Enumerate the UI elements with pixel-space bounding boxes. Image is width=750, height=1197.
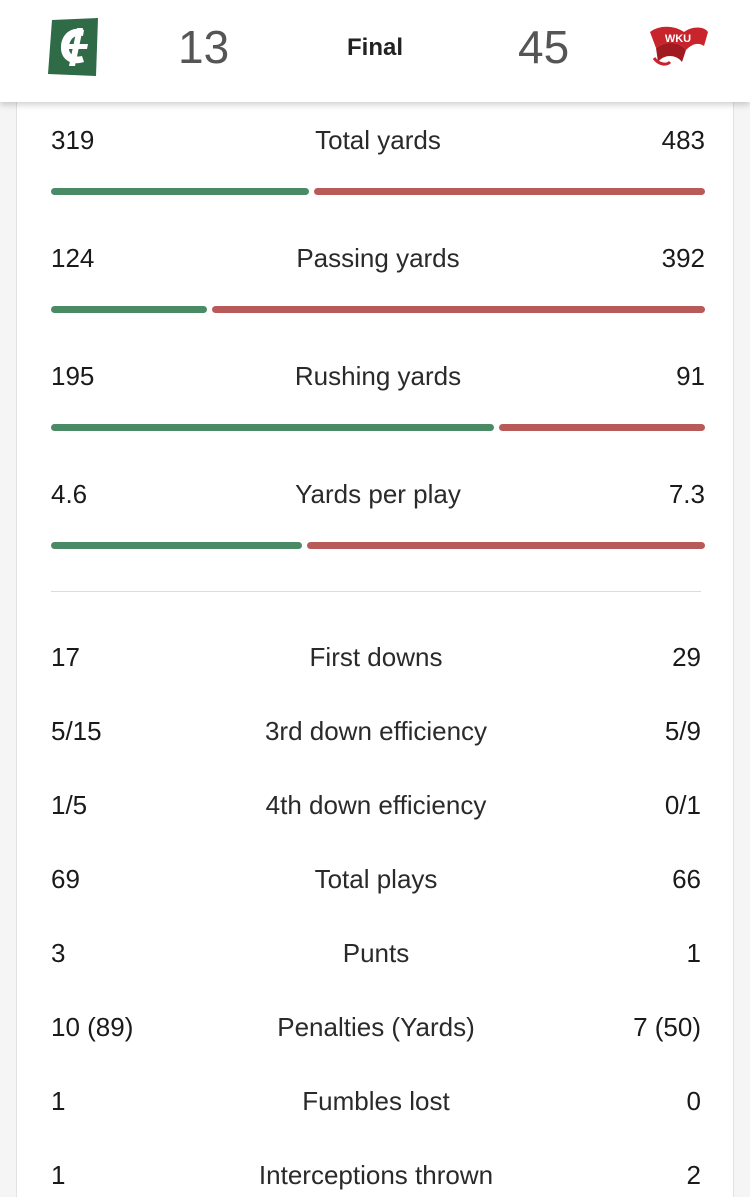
home-value: 5/15 <box>51 716 102 746</box>
scoreboard-header: 13 Final 45 WKU <box>0 0 750 102</box>
away-value: 2 <box>686 1160 701 1190</box>
away-score: 45 <box>518 21 570 73</box>
away-value: 483 <box>661 125 705 155</box>
home-value: 1 <box>51 1086 66 1116</box>
svg-text:WKU: WKU <box>665 33 691 45</box>
away-bar <box>212 306 705 313</box>
away-value: 29 <box>672 642 701 672</box>
stat-label: Fumbles lost <box>302 1086 450 1116</box>
home-value: 1 <box>51 1160 66 1190</box>
home-bar <box>51 188 309 195</box>
home-value: 10 (89) <box>51 1012 134 1042</box>
stat-row: 69 Total plays 66 <box>51 859 701 899</box>
home-value: 195 <box>51 361 95 391</box>
stat-row: 10 (89) Penalties (Yards) 7 (50) <box>51 1007 701 1047</box>
wku-logo[interactable]: WKU <box>646 22 712 70</box>
stat-label: Passing yards <box>296 243 460 273</box>
section-divider <box>51 591 701 592</box>
away-value: 66 <box>672 864 701 894</box>
away-bar <box>499 424 705 431</box>
away-value: 0 <box>686 1086 701 1116</box>
wku-towel-logo-icon: WKU <box>650 26 708 66</box>
stat-label: Total yards <box>315 125 441 155</box>
comparison-bar <box>51 424 705 431</box>
stat-row: 5/15 3rd down efficiency 5/9 <box>51 711 701 751</box>
home-value: 3 <box>51 938 66 968</box>
away-value: 1 <box>686 938 701 968</box>
comparison-bar <box>51 188 705 195</box>
home-value: 69 <box>51 864 80 894</box>
away-value: 392 <box>661 243 705 273</box>
stat-label: Interceptions thrown <box>258 1160 494 1190</box>
away-value: 5/9 <box>664 716 701 746</box>
home-score: 13 <box>178 21 230 73</box>
stat-label: 3rd down efficiency <box>264 716 488 746</box>
home-value: 319 <box>51 125 95 155</box>
stat-bar-row: 4.6 Yards per play 7.3 <box>51 474 705 564</box>
charlotte-logo[interactable] <box>44 16 104 78</box>
home-bar <box>51 306 207 313</box>
stat-row: 3 Punts 1 <box>51 933 701 973</box>
charlotte-logo-icon <box>48 18 98 76</box>
home-bar <box>51 542 302 549</box>
away-bar <box>314 188 705 195</box>
away-value: 7.3 <box>668 479 705 509</box>
team-stats-card: 319 Total yards 483 124 Passing yards 39… <box>16 102 734 1197</box>
away-value: 7 (50) <box>633 1012 701 1042</box>
stat-label: Total plays <box>314 864 438 894</box>
away-value: 0/1 <box>664 790 701 820</box>
stat-label: Yards per play <box>295 479 461 509</box>
home-value: 124 <box>51 243 95 273</box>
comparison-bar <box>51 542 705 549</box>
stat-label: Punts <box>342 938 410 968</box>
comparison-bar <box>51 306 705 313</box>
home-value: 17 <box>51 642 80 672</box>
stat-bar-row: 319 Total yards 483 <box>51 120 705 210</box>
home-bar <box>51 424 494 431</box>
stat-label: Penalties (Yards) <box>277 1012 475 1042</box>
stat-row: 1/5 4th down efficiency 0/1 <box>51 785 701 825</box>
stat-label: Rushing yards <box>294 361 462 391</box>
game-status: Final <box>346 34 403 61</box>
stat-bar-row: 195 Rushing yards 91 <box>51 356 705 446</box>
stat-row: 17 First downs 29 <box>51 637 701 677</box>
away-value: 91 <box>676 361 705 391</box>
home-value: 4.6 <box>51 479 88 509</box>
stat-row: 1 Fumbles lost 0 <box>51 1081 701 1121</box>
stat-row: 1 Interceptions thrown 2 <box>51 1155 701 1195</box>
stat-label: 4th down efficiency <box>265 790 487 820</box>
away-bar <box>307 542 705 549</box>
stat-label: First downs <box>309 642 443 672</box>
home-value: 1/5 <box>51 790 88 820</box>
stat-bar-row: 124 Passing yards 392 <box>51 238 705 328</box>
